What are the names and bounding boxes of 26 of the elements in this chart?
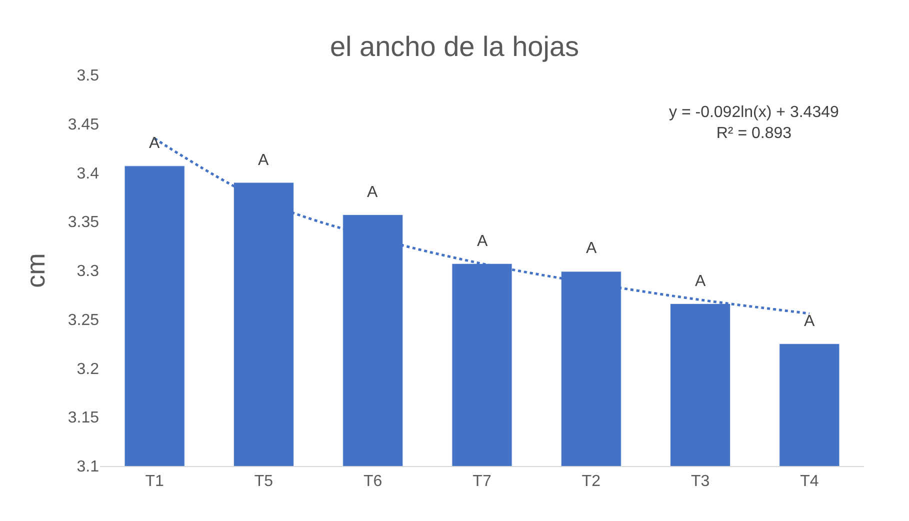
x-tick-label: T4 <box>800 473 819 490</box>
y-tick-label: 3.45 <box>68 116 100 134</box>
x-tick-label: T5 <box>254 473 274 490</box>
annotation: A <box>258 152 269 169</box>
y-tick-label: 3.5 <box>76 68 100 85</box>
x-tick-label: T3 <box>690 473 710 490</box>
y-tick-label: 3.4 <box>76 165 100 182</box>
x-tick-label: T2 <box>582 473 601 490</box>
annotation: A <box>804 313 815 330</box>
annotation: A <box>367 184 378 201</box>
y-tick-label: 3.35 <box>68 214 100 232</box>
chart-title: el ancho de la hojas <box>330 31 580 62</box>
y-tick-label: 3.3 <box>76 263 100 280</box>
y-tick-label: 3.15 <box>68 410 100 427</box>
annotation: A <box>477 233 488 250</box>
x-tick-label: T6 <box>364 473 382 490</box>
y-tick-label: 3.2 <box>76 360 100 378</box>
annotation: y = -0.092ln(x) + 3.4349 R² = 0.893 <box>669 104 839 142</box>
annotation: A <box>695 273 706 290</box>
x-tick-label: T1 <box>145 473 164 490</box>
y-tick-label: 3.25 <box>68 312 100 329</box>
annotation: A <box>149 135 160 152</box>
annotation: A <box>586 240 597 257</box>
y-axis-title: cm <box>20 253 50 288</box>
y-tick-label: 3.1 <box>76 458 100 476</box>
x-tick-label: T7 <box>472 473 492 490</box>
